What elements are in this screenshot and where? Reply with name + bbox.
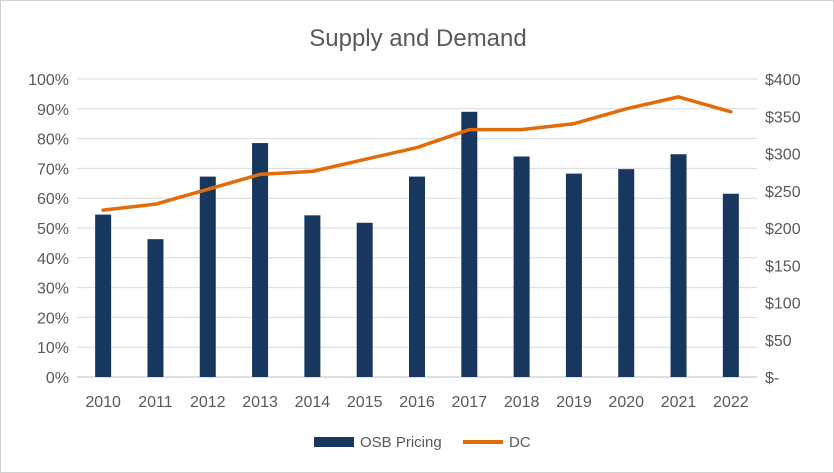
left-tick-label: 10%: [37, 340, 69, 357]
left-tick-label: 30%: [37, 281, 69, 298]
right-tick-label: $-: [765, 370, 779, 387]
bar-osb-pricing: [513, 156, 530, 377]
bar-osb-pricing: [565, 173, 582, 377]
left-tick-label: 20%: [37, 310, 69, 327]
bar-osb-pricing: [356, 222, 373, 377]
bar-osb-pricing: [409, 176, 425, 377]
x-tick-label: 2016: [399, 394, 435, 411]
bar-osb-pricing: [252, 143, 269, 377]
right-tick-label: $150: [765, 258, 801, 275]
x-tick-label: 2017: [452, 394, 488, 411]
left-tick-label: 70%: [37, 161, 69, 178]
x-tick-label: 2022: [713, 394, 749, 411]
bar-osb-pricing: [670, 154, 687, 377]
left-tick-label: 60%: [37, 191, 69, 208]
right-tick-label: $50: [765, 333, 792, 350]
right-tick-label: $300: [765, 147, 801, 164]
left-tick-label: 0%: [46, 370, 69, 387]
left-tick-label: 90%: [37, 102, 69, 119]
x-tick-label: 2013: [242, 394, 278, 411]
x-tick-label: 2021: [661, 394, 697, 411]
right-tick-label: $100: [765, 296, 801, 313]
left-tick-label: 40%: [37, 251, 69, 268]
legend: OSB Pricing DC: [314, 434, 531, 451]
x-tick-label: 2011: [138, 394, 173, 411]
chart-title: Supply and Demand: [309, 25, 526, 52]
x-tick-label: 2014: [295, 394, 331, 411]
bar-osb-pricing: [722, 193, 739, 377]
left-tick-label: 50%: [37, 221, 69, 238]
x-tick-label: 2015: [347, 394, 383, 411]
right-tick-label: $200: [765, 221, 801, 238]
x-tick-label: 2020: [608, 394, 644, 411]
x-tick-label: 2012: [190, 394, 226, 411]
bar-osb-pricing: [304, 215, 321, 377]
bar-osb-pricing: [95, 214, 112, 377]
left-tick-label: 80%: [37, 132, 69, 149]
x-tick-label: 2018: [504, 394, 540, 411]
bar-osb-pricing: [147, 239, 164, 377]
legend-label-osb: OSB Pricing: [360, 434, 442, 451]
legend-swatch-osb: [314, 437, 354, 447]
right-tick-label: $400: [765, 72, 801, 89]
bar-osb-pricing: [461, 111, 478, 377]
right-tick-label: $350: [765, 109, 801, 126]
x-tick-label: 2019: [556, 394, 592, 411]
legend-label-dc: DC: [509, 434, 531, 451]
right-tick-label: $250: [765, 184, 801, 201]
x-tick-label: 2010: [85, 394, 121, 411]
bar-osb-pricing: [199, 176, 216, 377]
bar-osb-pricing: [618, 169, 635, 377]
left-tick-label: 100%: [28, 72, 69, 89]
